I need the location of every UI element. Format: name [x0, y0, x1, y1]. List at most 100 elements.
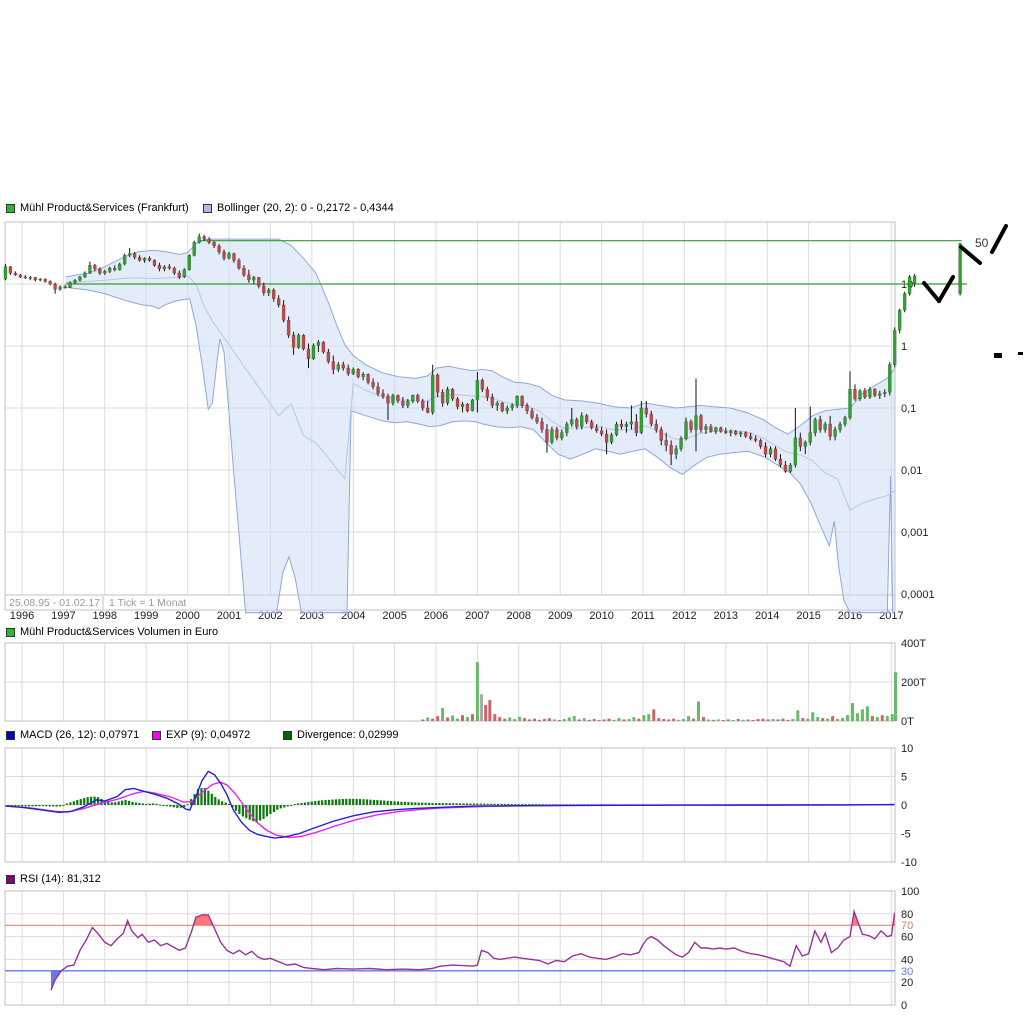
divergence-bar: [155, 803, 158, 805]
candle-body: [425, 407, 430, 413]
candle-body: [584, 415, 589, 423]
volume-bar: [692, 718, 696, 721]
divergence-bar: [303, 802, 307, 805]
candle-body: [157, 265, 162, 270]
divergence-bar: [448, 803, 451, 805]
volume-bar: [470, 714, 474, 721]
rsi-tick-label: 100: [901, 886, 919, 898]
price-series-swatch: [6, 203, 15, 213]
volume-bar: [632, 717, 636, 721]
divergence-bar: [148, 803, 151, 805]
volume-bar: [498, 717, 502, 721]
volume-bar: [642, 715, 646, 721]
candle-body: [376, 386, 380, 394]
candle-body: [232, 253, 236, 261]
candle-body: [286, 320, 291, 336]
volume-series: [421, 662, 898, 721]
divergence-bar: [245, 805, 248, 819]
rsi-indicator: [5, 908, 895, 991]
candle-body: [13, 272, 18, 276]
candle-body: [520, 395, 524, 406]
divergence-bar: [183, 805, 186, 808]
rsi-tick-label: 80: [901, 909, 913, 921]
rsi-label: RSI (14): 81,312: [20, 873, 101, 885]
divergence-bar: [400, 801, 403, 805]
divergence-bar: [455, 803, 458, 805]
candle-body: [828, 423, 832, 437]
candle-body: [411, 395, 415, 402]
candle-body: [117, 263, 122, 270]
year-tick-label: 1996: [10, 610, 34, 622]
divergence-bar: [496, 803, 500, 805]
volume-bar: [475, 662, 479, 721]
annotation-dot: [994, 353, 1002, 358]
candle-body: [624, 423, 629, 427]
divergence-bar: [369, 799, 372, 805]
candle-body: [644, 407, 649, 415]
candle-body: [753, 438, 758, 441]
volume-bar: [577, 719, 581, 721]
divergence-bar: [345, 798, 348, 805]
divergence-bar: [286, 805, 289, 807]
divergence-bar: [383, 800, 386, 805]
divergence-bar: [83, 798, 86, 805]
divergence-bar: [352, 798, 355, 805]
divergence-bar: [176, 805, 179, 808]
price-tick-label: 0,1: [901, 403, 916, 415]
divergence-bar: [431, 802, 434, 805]
candle-body: [262, 285, 266, 294]
candle-body: [480, 380, 485, 390]
divergence-bar: [365, 799, 369, 805]
candle-body: [227, 253, 231, 259]
volume-bar: [533, 718, 537, 721]
volume-bar: [480, 694, 484, 721]
candle-body: [540, 421, 544, 430]
divergence-bar: [386, 800, 389, 805]
divergence-bar: [441, 803, 444, 805]
volume-bar: [538, 719, 541, 721]
divergence-bar: [186, 804, 189, 806]
candle-body: [326, 351, 331, 362]
divergence-bar: [527, 804, 531, 806]
divergence-bar: [200, 788, 203, 805]
bollinger-swatch: [203, 203, 212, 213]
candle-body: [3, 266, 8, 280]
divergence-bar: [469, 803, 472, 805]
volume-bar: [865, 706, 869, 721]
macd-tick-label: -10: [901, 857, 917, 869]
candle-body: [321, 341, 326, 353]
divergence-bar: [58, 805, 62, 807]
divergence-bar: [214, 796, 217, 805]
candle-body: [565, 423, 569, 433]
volume-bar: [677, 719, 681, 721]
divergence-bar: [234, 805, 238, 811]
macd-tick-label: -5: [901, 829, 911, 841]
divergence-bar: [252, 805, 255, 822]
volume-bar: [880, 715, 884, 721]
candle-body: [629, 421, 634, 425]
annotation-stroke: [990, 224, 1008, 254]
volume-bar: [875, 717, 879, 721]
candle-body: [23, 276, 28, 279]
candle-body: [142, 258, 147, 261]
divergence-bar: [76, 800, 79, 805]
candle-body: [724, 431, 728, 433]
year-tick-label: 2014: [755, 610, 779, 622]
candle-body: [172, 267, 177, 274]
divergence-bar: [358, 799, 362, 805]
candle-body: [336, 364, 341, 370]
volume-bar: [801, 718, 805, 721]
volume-bar: [592, 719, 596, 721]
volume-bar: [756, 719, 760, 721]
candle-body: [684, 421, 688, 439]
volume-bar: [597, 720, 601, 721]
volume-bar: [682, 719, 686, 721]
candle-body: [440, 391, 445, 404]
legend-exp: EXP (9): 0,04972: [152, 729, 250, 741]
rsi-tick-label: 30: [901, 966, 913, 978]
candle-body: [18, 274, 23, 278]
divergence-bar: [483, 803, 486, 805]
candle-body: [694, 415, 698, 430]
volume-bar: [766, 719, 770, 721]
